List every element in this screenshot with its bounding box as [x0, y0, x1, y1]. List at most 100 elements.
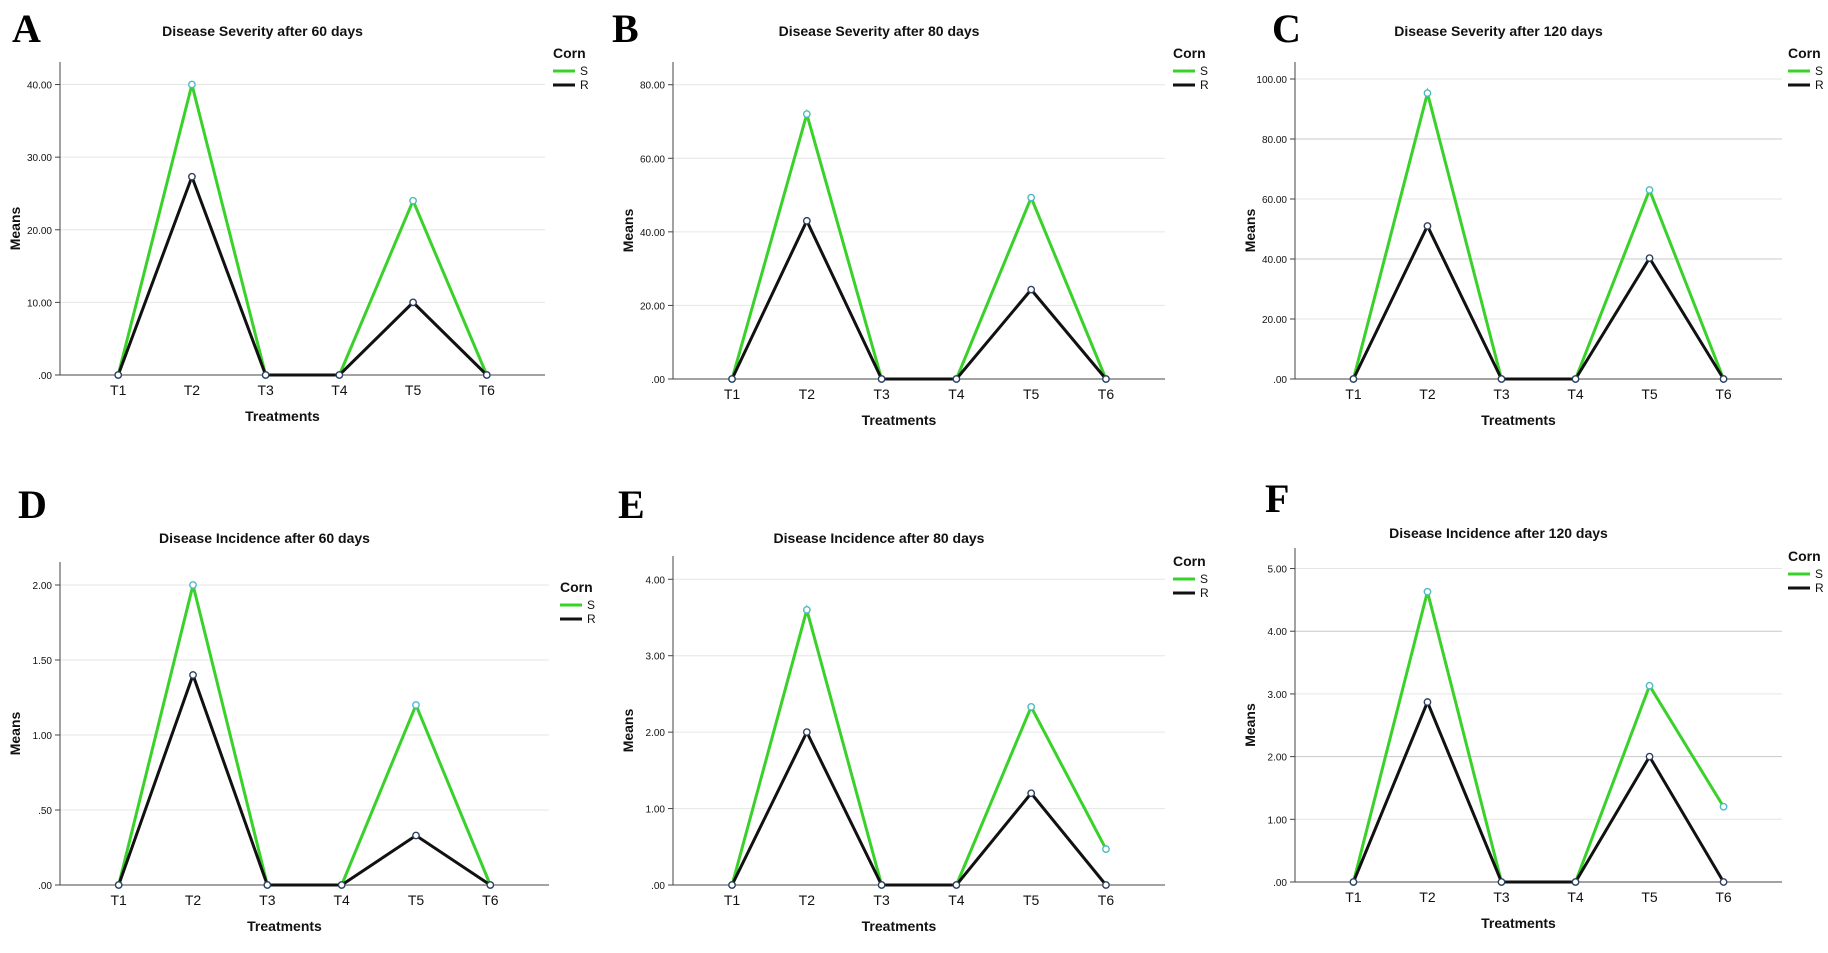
- x-tick-label-b-t6: T6: [1098, 386, 1115, 402]
- y-axis-label-a: Means: [7, 207, 23, 251]
- series-line-e-s: [730, 604, 1108, 887]
- legend-label-e-s: S: [1200, 572, 1208, 586]
- point-c-s-t5: [1645, 186, 1654, 194]
- y-tick-label-e-4: 4.00: [646, 575, 666, 586]
- point-a-r-t1: [114, 371, 123, 379]
- series-line-f-s: [1351, 591, 1725, 884]
- y-axis-label-e: Means: [620, 709, 636, 753]
- y-tick-label-a-3: 30.00: [27, 153, 52, 164]
- x-tick-label-b-t4: T4: [948, 386, 965, 402]
- y-tick-label-b-3: 60.00: [640, 154, 665, 165]
- x-tick-label-a-t2: T2: [184, 382, 201, 398]
- x-tick-label-f-t4: T4: [1567, 889, 1584, 905]
- x-tick-label-d-t3: T3: [259, 892, 276, 908]
- x-tick-label-c-t4: T4: [1567, 386, 1584, 402]
- y-tick-label-e-0: .00: [651, 881, 665, 892]
- x-tick-label-c-t5: T5: [1641, 386, 1658, 402]
- y-axis-label-c: Means: [1242, 209, 1258, 253]
- panel-letter-c: C: [1272, 6, 1301, 51]
- y-tick-label-f-4: 4.00: [1268, 627, 1288, 638]
- series-line-c-r: [1352, 222, 1725, 381]
- point-a-s-t5: [409, 196, 417, 205]
- point-f-r-t2: [1423, 698, 1432, 706]
- panel-letter-e: E: [618, 482, 645, 527]
- point-b-s-t5: [1027, 193, 1036, 202]
- x-tick-label-c-t6: T6: [1715, 386, 1732, 402]
- x-tick-label-d-t6: T6: [482, 892, 499, 908]
- point-f-r-t4: [1571, 878, 1580, 886]
- legend-title-e: Corn: [1173, 553, 1206, 569]
- y-tick-label-b-0: .00: [651, 375, 665, 386]
- y-tick-label-c-3: 60.00: [1262, 195, 1287, 206]
- x-tick-label-b-t2: T2: [799, 386, 816, 402]
- x-tick-label-c-t3: T3: [1493, 386, 1510, 402]
- legend-label-b-s: S: [1200, 64, 1208, 78]
- x-tick-label-e-t4: T4: [948, 892, 965, 908]
- x-tick-label-f-t2: T2: [1419, 889, 1436, 905]
- legend-label-d-r: R: [587, 612, 596, 626]
- point-a-s-t2: [188, 80, 196, 89]
- x-tick-label-a-t6: T6: [479, 382, 496, 398]
- point-c-r-t4: [1571, 375, 1580, 383]
- point-f-r-t5: [1645, 752, 1654, 761]
- y-tick-label-d-2: 1.00: [33, 731, 53, 742]
- point-d-s-t2: [189, 581, 197, 589]
- x-tick-label-d-t5: T5: [408, 892, 425, 908]
- x-tick-label-b-t5: T5: [1023, 386, 1040, 402]
- y-tick-label-d-4: 2.00: [33, 581, 53, 592]
- y-axis-label-b: Means: [620, 209, 636, 253]
- y-tick-label-f-1: 1.00: [1268, 815, 1288, 826]
- point-d-r-t4: [337, 881, 346, 889]
- legend-label-e-r: R: [1200, 586, 1209, 600]
- y-tick-label-a-0: .00: [38, 371, 52, 382]
- x-tick-label-e-t3: T3: [873, 892, 890, 908]
- x-tick-label-f-t6: T6: [1715, 889, 1732, 905]
- series-line-c-s: [1351, 87, 1725, 381]
- y-tick-label-c-4: 80.00: [1262, 135, 1287, 146]
- chart-title-d: Disease Incidence after 60 days: [159, 530, 370, 546]
- point-c-s-t2: [1423, 89, 1432, 98]
- y-tick-label-c-2: 40.00: [1262, 255, 1287, 266]
- panel-letter-b: B: [612, 6, 639, 51]
- y-axis-label-d: Means: [7, 712, 23, 756]
- legend-label-b-r: R: [1200, 78, 1209, 92]
- point-b-r-t5: [1027, 285, 1036, 294]
- x-tick-label-f-t1: T1: [1345, 889, 1362, 905]
- point-a-r-t4: [335, 371, 344, 379]
- x-tick-label-e-t6: T6: [1098, 892, 1115, 908]
- point-b-r-t3: [877, 375, 886, 383]
- x-tick-label-b-t3: T3: [873, 386, 890, 402]
- point-f-s-t5: [1645, 681, 1654, 690]
- y-tick-label-c-1: 20.00: [1262, 315, 1287, 326]
- x-tick-label-f-t3: T3: [1493, 889, 1510, 905]
- x-tick-label-a-t4: T4: [331, 382, 348, 398]
- legend-label-f-s: S: [1815, 567, 1823, 581]
- y-tick-label-a-2: 20.00: [27, 226, 52, 237]
- point-d-r-t1: [114, 881, 123, 889]
- point-d-r-t6: [486, 881, 495, 889]
- y-tick-label-c-5: 100.00: [1256, 75, 1287, 86]
- y-tick-label-f-0: .00: [1273, 878, 1287, 889]
- x-tick-label-e-t2: T2: [799, 892, 816, 908]
- y-tick-label-e-3: 3.00: [646, 652, 666, 663]
- point-e-s-t6: [1102, 845, 1110, 853]
- x-tick-label-d-t2: T2: [185, 892, 202, 908]
- y-tick-label-f-5: 5.00: [1268, 565, 1288, 576]
- x-tick-label-e-t1: T1: [724, 892, 741, 908]
- y-tick-label-b-1: 20.00: [640, 301, 665, 312]
- chart-title-f: Disease Incidence after 120 days: [1389, 525, 1608, 541]
- y-tick-label-e-2: 2.00: [646, 728, 666, 739]
- legend-title-f: Corn: [1788, 548, 1821, 564]
- y-axis-label-f: Means: [1242, 703, 1258, 747]
- x-axis-label-f: Treatments: [1481, 915, 1556, 931]
- x-tick-label-b-t1: T1: [724, 386, 741, 402]
- point-c-r-t3: [1497, 375, 1506, 383]
- series-line-e-r: [730, 728, 1108, 887]
- y-tick-label-d-3: 1.50: [33, 656, 53, 667]
- x-axis-label-e: Treatments: [862, 918, 937, 934]
- x-tick-label-a-t5: T5: [405, 382, 422, 398]
- legend-title-a: Corn: [553, 45, 586, 61]
- point-e-r-t6: [1102, 881, 1110, 889]
- legend-label-c-r: R: [1815, 78, 1824, 92]
